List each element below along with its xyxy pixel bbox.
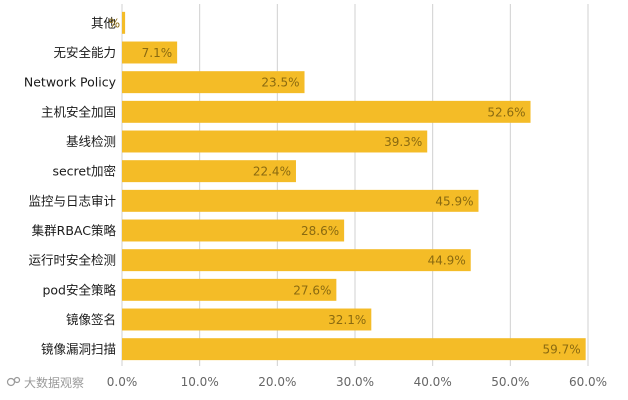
category-label: 运行时安全检测 [28, 253, 116, 268]
category-label: 其他 [91, 15, 117, 30]
bar [122, 41, 178, 64]
category-label: 集群RBAC策略 [32, 223, 117, 238]
bar [122, 100, 531, 123]
category-label: Network Policy [24, 75, 117, 90]
x-tick-label: 40.0% [414, 375, 452, 389]
category-label: 监控与日志审计 [28, 193, 116, 208]
gridlines [121, 4, 589, 366]
bar [122, 338, 586, 361]
data-label: 45.9% [435, 194, 473, 208]
data-label: 22.4% [253, 165, 291, 179]
watermark-text: 大数据观察 [24, 375, 84, 390]
bar [122, 160, 296, 183]
x-tick-label: 30.0% [336, 375, 374, 389]
data-label: 39.3% [384, 135, 422, 149]
data-label: 7.1% [142, 46, 173, 60]
bar [122, 189, 479, 212]
category-label: pod安全策略 [42, 282, 116, 297]
data-label: 28.6% [301, 224, 339, 238]
data-label: 32.1% [328, 313, 366, 327]
data-label: % [109, 16, 120, 30]
bars [122, 11, 586, 361]
data-label: 23.5% [261, 76, 299, 90]
watermark-logo-icon [6, 376, 21, 387]
bar [122, 71, 305, 94]
data-label: 44.9% [428, 254, 466, 268]
category-label: 无安全能力 [53, 45, 116, 60]
category-label: secret加密 [52, 164, 116, 179]
category-label: 基线检测 [66, 134, 116, 149]
x-tick-label: 10.0% [181, 375, 219, 389]
bar [122, 249, 471, 272]
data-label: 52.6% [487, 105, 525, 119]
data-labels: % 7.1% 23.5% 52.6% 39.3% 22.4% 45.9% 28.6% 44.9%… [109, 16, 581, 356]
x-tick-label: 20.0% [258, 375, 296, 389]
category-label: 镜像漏洞扫描 [41, 342, 116, 357]
bar [122, 308, 372, 331]
x-tick-label: 60.0% [569, 375, 607, 389]
data-label: 59.7% [543, 343, 581, 357]
data-label: 27.6% [293, 283, 331, 297]
category-label: 镜像签名 [66, 312, 116, 327]
bar [122, 130, 428, 153]
x-axis-ticks: 0.0% 10.0% 20.0% 30.0% 40.0% 50.0% 60.0% [107, 375, 607, 389]
x-tick-label: 0.0% [107, 375, 138, 389]
bar [122, 278, 337, 301]
bar [122, 11, 126, 34]
category-label: 主机安全加固 [41, 104, 116, 119]
x-tick-label: 50.0% [491, 375, 529, 389]
watermark: 大数据观察 [6, 375, 84, 390]
bar [122, 219, 345, 242]
